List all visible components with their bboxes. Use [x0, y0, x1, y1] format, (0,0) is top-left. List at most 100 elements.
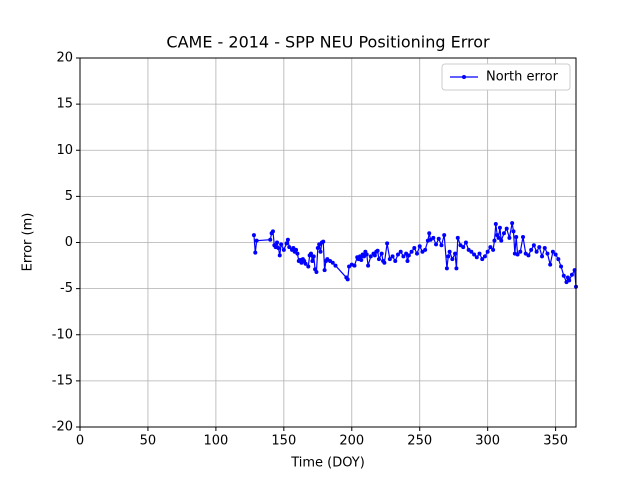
data-point — [251, 233, 256, 238]
data-point — [315, 246, 320, 251]
data-point — [472, 252, 477, 257]
data-point — [427, 231, 432, 236]
x-tick-label: 200 — [339, 434, 364, 449]
data-point — [368, 254, 373, 259]
data-point — [499, 238, 504, 243]
data-point — [330, 260, 335, 265]
data-point — [446, 254, 451, 259]
data-point — [345, 277, 350, 282]
data-point — [463, 240, 468, 245]
data-point — [322, 268, 327, 273]
data-point — [515, 252, 520, 257]
data-point — [309, 251, 314, 256]
data-point — [550, 249, 555, 254]
data-point — [277, 253, 282, 258]
y-tick-label: 10 — [56, 143, 73, 158]
data-point — [390, 254, 395, 259]
data-point — [450, 257, 455, 262]
data-point — [545, 251, 550, 256]
data-point — [375, 248, 380, 253]
data-point — [496, 235, 501, 240]
data-point — [287, 245, 292, 250]
data-point — [352, 263, 357, 268]
data-point — [268, 237, 273, 242]
data-point — [431, 235, 436, 240]
y-tick-label: -5 — [60, 281, 73, 296]
data-point — [444, 266, 449, 271]
data-point — [485, 249, 490, 254]
y-tick-label: 5 — [65, 189, 73, 204]
data-point — [455, 235, 460, 240]
y-tick-label: -15 — [52, 373, 73, 388]
x-tick-label: 300 — [475, 434, 500, 449]
data-point — [434, 242, 439, 247]
legend-marker — [462, 75, 466, 79]
data-point — [382, 260, 387, 265]
data-point — [507, 235, 512, 240]
data-point — [461, 245, 466, 250]
data-point — [405, 258, 410, 263]
data-point — [318, 249, 323, 254]
data-point — [477, 251, 482, 256]
x-tick-label: 100 — [203, 434, 228, 449]
data-point — [561, 273, 566, 278]
data-point — [514, 234, 519, 239]
data-point — [497, 225, 502, 230]
data-point — [387, 257, 392, 262]
data-point — [501, 231, 506, 236]
data-point — [526, 253, 531, 258]
data-point — [540, 254, 545, 259]
data-point — [294, 247, 299, 252]
legend-label: North error — [486, 70, 559, 85]
data-point — [395, 252, 400, 257]
data-point — [453, 251, 458, 256]
data-point — [310, 258, 315, 263]
data-point — [531, 243, 536, 248]
x-tick-label: 50 — [140, 434, 157, 449]
data-point — [480, 257, 485, 262]
y-axis-label: Error (m) — [21, 213, 36, 272]
data-point — [311, 254, 316, 259]
data-point — [359, 258, 364, 263]
data-point — [482, 254, 487, 259]
data-point — [454, 266, 459, 271]
x-tick-label: 0 — [76, 434, 84, 449]
data-point — [270, 229, 275, 234]
data-point — [518, 249, 523, 254]
data-point — [423, 247, 428, 252]
data-point — [284, 241, 289, 246]
data-point — [376, 257, 381, 262]
data-point — [510, 221, 515, 226]
y-tick-label: 20 — [56, 51, 73, 66]
data-point — [333, 263, 338, 268]
data-point — [306, 264, 311, 269]
x-tick-label: 250 — [407, 434, 432, 449]
data-point — [364, 252, 369, 257]
data-point — [521, 234, 526, 239]
data-point — [492, 238, 497, 243]
x-tick-label: 150 — [271, 434, 296, 449]
data-point — [281, 247, 286, 252]
data-point — [442, 233, 447, 238]
data-point — [534, 249, 539, 254]
data-point — [556, 257, 561, 262]
data-point — [409, 249, 414, 254]
data-point — [366, 263, 371, 268]
data-point — [415, 251, 420, 256]
y-tick-label: 15 — [56, 97, 73, 112]
data-point — [559, 264, 564, 269]
data-point — [406, 253, 411, 258]
data-point — [303, 261, 308, 266]
data-point — [548, 262, 553, 267]
data-point — [398, 249, 403, 254]
x-tick-label: 350 — [543, 434, 568, 449]
legend-box — [441, 63, 571, 91]
data-point — [412, 246, 417, 251]
data-point — [474, 255, 479, 260]
x-axis-label: Time (DOY) — [290, 456, 365, 471]
data-point — [542, 246, 547, 251]
y-tick-label: -10 — [52, 327, 73, 342]
data-point — [504, 226, 509, 231]
data-point — [553, 252, 558, 257]
